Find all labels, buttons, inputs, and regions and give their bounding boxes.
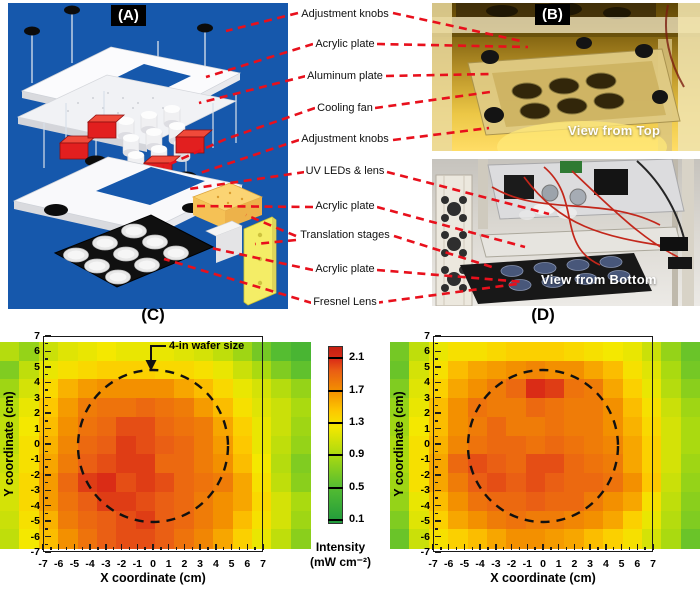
x-axis-title-d: X coordinate (cm) [433, 571, 653, 585]
exploded-view-diagram [8, 3, 288, 309]
y-axis-title-d: Y coordinate (cm) [392, 364, 406, 524]
intensity-colorbar: 2.11.71.30.90.50.1 Intensity (mW cm⁻²) [328, 346, 398, 586]
panel-d-label: (D) [493, 305, 593, 325]
label-aluminum-plate: Aluminum plate [280, 70, 410, 82]
figure: (A) [0, 0, 700, 593]
label-adjustment-knobs-1: Adjustment knobs [280, 8, 410, 20]
y-axis-title-c: Y coordinate (cm) [2, 364, 16, 524]
label-cooling-fan: Cooling fan [280, 102, 410, 114]
diagram-art [8, 3, 288, 309]
heatmap-panel-d: -7-6-5-4-3-2-101234567 76543210-1-2-3-4-… [390, 330, 700, 593]
top-view-caption: View from Top [568, 123, 660, 138]
colorbar-gradient [328, 346, 343, 524]
label-acrylic-plate-2: Acrylic plate [280, 200, 410, 212]
x-axis-title-c: X coordinate (cm) [43, 571, 263, 585]
bottom-view-caption: View from Bottom [541, 272, 657, 287]
label-translation-stages: Translation stages [280, 229, 410, 241]
aluminum-extrusion [436, 175, 472, 306]
label-uv-leds-lens: UV LEDs & lens [280, 165, 410, 177]
plot-frame-c [43, 336, 263, 552]
panel-a-label: (A) [111, 5, 146, 26]
plot-frame-d [433, 336, 653, 552]
panel-b-label: (B) [535, 4, 570, 25]
label-adjustment-knobs-2: Adjustment knobs [280, 133, 410, 145]
panel-c-label: (C) [103, 305, 203, 325]
label-fresnel-lens: Fresnel Lens [280, 296, 410, 308]
label-acrylic-plate-3: Acrylic plate [280, 263, 410, 275]
label-acrylic-plate-1: Acrylic plate [280, 38, 410, 50]
colorbar-title: Intensity [268, 540, 413, 554]
colorbar-units: (mW cm⁻²) [268, 555, 413, 569]
